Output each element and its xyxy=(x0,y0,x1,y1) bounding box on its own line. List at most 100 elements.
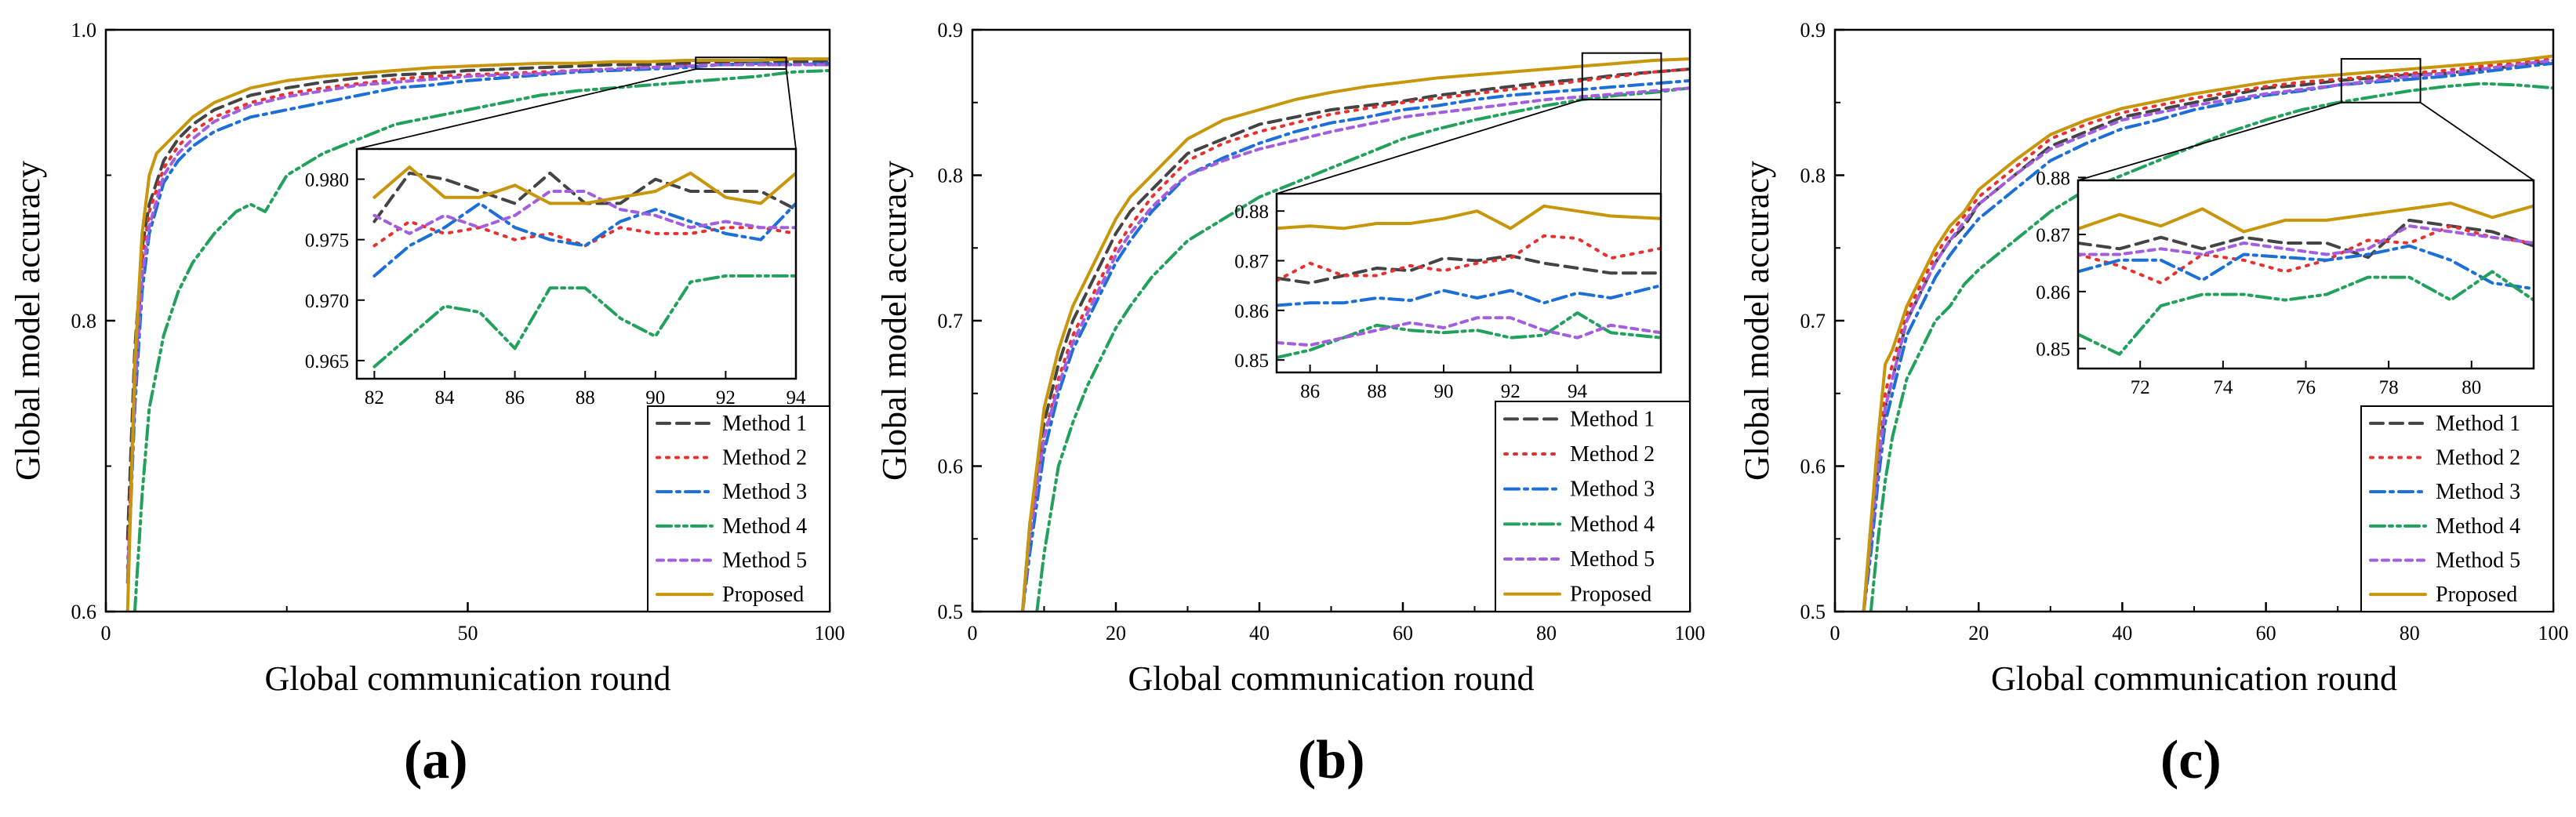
x-tick-label: 20 xyxy=(1968,622,1989,645)
series-line-method-3 xyxy=(2078,244,2534,291)
inset-x-tick-label: 80 xyxy=(2462,377,2481,398)
legend-label: Method 3 xyxy=(2436,480,2520,504)
series-line-proposed xyxy=(1277,204,1661,231)
series-line-method-1 xyxy=(1021,67,1690,612)
inset-x-tick-label: 78 xyxy=(2379,377,2399,398)
series-line-method-1 xyxy=(125,60,830,541)
legend-box xyxy=(1495,401,1691,612)
inset-x-tick-label: 88 xyxy=(1367,381,1386,402)
inset-y-tick-label: 0.87 xyxy=(2036,225,2070,246)
series-line-proposed xyxy=(125,57,830,612)
legend-label: Proposed xyxy=(2436,583,2517,607)
inset-x-tick-label: 74 xyxy=(2213,377,2233,398)
series-line-method-3 xyxy=(372,202,796,278)
legend-label: Method 5 xyxy=(1570,547,1655,572)
series-line-proposed xyxy=(1862,54,2553,612)
inset-y-tick-label: 0.86 xyxy=(2036,282,2070,303)
x-tick-label: 40 xyxy=(2112,622,2132,645)
x-tick-label: 80 xyxy=(2400,622,2420,645)
inset-x-tick-label: 88 xyxy=(576,387,595,408)
inset-y-tick-label: 0.975 xyxy=(305,231,349,252)
inset-x-tick-label: 92 xyxy=(716,387,736,408)
y-tick-label: 0.6 xyxy=(71,601,97,623)
inset-x-tick-label: 94 xyxy=(1568,381,1588,402)
legend-label: Method 2 xyxy=(1570,442,1655,467)
legend-box xyxy=(647,405,830,612)
x-tick-label: 60 xyxy=(1393,622,1413,645)
y-tick-label: 0.9 xyxy=(938,19,964,42)
x-tick-label: 60 xyxy=(2256,622,2276,645)
x-tick-label: 50 xyxy=(458,622,478,645)
y-tick-label: 0.5 xyxy=(938,601,964,623)
series-line-method-4 xyxy=(133,68,830,612)
inset-y-tick-label: 0.87 xyxy=(1234,252,1269,273)
inset-y-tick-label: 0.970 xyxy=(305,291,349,312)
y-tick-label: 0.7 xyxy=(1800,310,1826,332)
y-axis-label: Global model accuracy xyxy=(9,161,47,481)
series-line-proposed xyxy=(372,165,796,205)
legend-label: Method 5 xyxy=(2436,549,2520,573)
x-axis-label: Global communication round xyxy=(1128,659,1534,698)
series-line-method-3 xyxy=(1862,61,2553,612)
y-tick-label: 1.0 xyxy=(71,19,97,42)
inset-x-tick-label: 86 xyxy=(1300,381,1320,402)
inset-y-tick-label: 0.85 xyxy=(2036,340,2070,361)
legend-label: Proposed xyxy=(1570,583,1651,607)
x-axis-label: Global communication round xyxy=(264,659,670,698)
zoom-connector xyxy=(2077,101,2342,181)
zoom-connector xyxy=(356,68,696,150)
legend-label: Method 5 xyxy=(722,549,807,573)
x-tick-label: 100 xyxy=(1675,622,1706,645)
zoom-box xyxy=(695,56,787,71)
inset-plot: 82 84 86 88 90 92 94 0.965 0.970 0.975 0.980 xyxy=(305,147,807,408)
inset-x-tick-label: 72 xyxy=(2131,377,2150,398)
x-tick-label: 0 xyxy=(101,622,111,645)
x-tick-label: 40 xyxy=(1249,622,1270,645)
zoom-box xyxy=(1581,52,1662,101)
inset-y-tick-label: 0.85 xyxy=(1234,350,1269,372)
legend-label: Method 2 xyxy=(722,446,807,470)
inset-x-tick-label: 94 xyxy=(787,387,807,408)
y-axis-label: Global model accuracy xyxy=(875,161,914,481)
inset-x-tick-label: 92 xyxy=(1501,381,1521,402)
series-line-method-3 xyxy=(1277,284,1661,307)
legend-label: Method 1 xyxy=(722,412,807,436)
inset-x-tick-label: 82 xyxy=(365,387,384,408)
inset-x-tick-label: 90 xyxy=(1434,381,1454,402)
series-line-method-5 xyxy=(1862,59,2553,612)
legend-label: Method 4 xyxy=(722,514,807,539)
y-tick-label: 0.6 xyxy=(938,456,964,478)
y-tick-label: 0.8 xyxy=(938,165,964,187)
legend-label: Method 3 xyxy=(722,480,807,504)
series-line-proposed xyxy=(2078,202,2534,234)
x-axis-label: Global communication round xyxy=(1991,659,2397,698)
chart-panel-c: 0 20 40 60 80 100 0.5 0.6 0.7 0.8 0.9 Global commun… xyxy=(1738,19,2569,790)
legend: Method 1 Method 2 Method 3 Method 4 Method 5… xyxy=(647,405,830,612)
inset-y-tick-label: 0.86 xyxy=(1234,301,1269,322)
series-line-method-1 xyxy=(1277,254,1661,285)
zoom-box xyxy=(2340,58,2422,103)
series-line-method-4 xyxy=(1035,86,1690,612)
inset-x-tick-label: 86 xyxy=(505,387,525,408)
inset-background xyxy=(357,149,796,379)
inset-x-tick-label: 76 xyxy=(2296,377,2316,398)
inset-x-tick-label: 90 xyxy=(645,387,665,408)
series-line-method-2 xyxy=(1021,67,1690,612)
panel-label: (c) xyxy=(2160,730,2222,790)
y-tick-label: 0.7 xyxy=(938,310,964,332)
inset-y-tick-label: 0.88 xyxy=(2036,168,2070,189)
series-line-method-2 xyxy=(1862,57,2553,612)
legend-label: Method 2 xyxy=(2436,446,2520,470)
legend: Method 1 Method 2 Method 3 Method 4 Method 5… xyxy=(2360,405,2554,612)
inset-background xyxy=(1277,194,1661,372)
legend-label: Method 3 xyxy=(1570,477,1655,502)
series-line-method-5 xyxy=(372,190,796,235)
chart-panel-a: 0 50 100 0.6 0.8 1.0 Global communication roun… xyxy=(9,19,845,790)
y-tick-label: 0.6 xyxy=(1800,456,1826,478)
x-tick-label: 100 xyxy=(815,622,845,645)
series-line-method-5 xyxy=(1277,316,1661,347)
inset-frame xyxy=(1275,192,1662,374)
inset-y-tick-label: 0.88 xyxy=(1234,202,1269,223)
inset-frame xyxy=(355,147,798,380)
